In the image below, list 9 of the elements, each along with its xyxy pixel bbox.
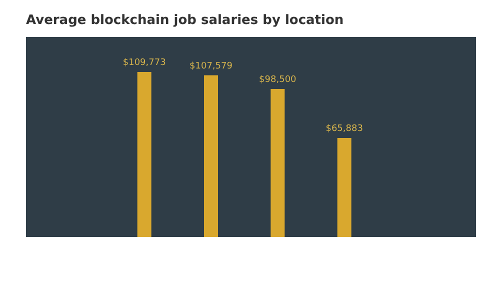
bar: [204, 75, 218, 237]
bar: [337, 138, 352, 237]
bar: [137, 72, 152, 237]
data-label: $107,579: [190, 61, 233, 72]
chart-title: Average blockchain job salaries by location: [26, 13, 344, 28]
bar: [270, 88, 285, 237]
data-label: $98,500: [259, 74, 297, 85]
data-label: $109,773: [122, 58, 166, 68]
data-label: $65,883: [326, 124, 363, 134]
